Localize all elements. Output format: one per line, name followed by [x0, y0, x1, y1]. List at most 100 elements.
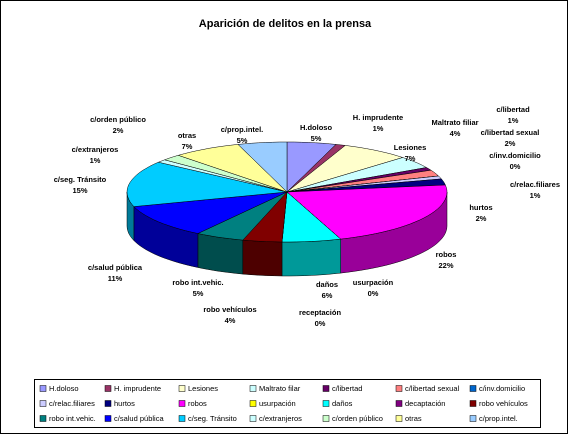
pie-slice — [286, 184, 448, 240]
legend-swatch — [322, 385, 330, 392]
data-label-value: 5% — [311, 134, 322, 143]
legend-label: c/inv.domicilio — [479, 384, 525, 393]
data-label-value: 1% — [90, 156, 101, 165]
data-label-name: c/libertad — [496, 105, 530, 114]
data-label-name: Maltrato filiar — [431, 118, 478, 127]
data-label-name: c/salud pública — [88, 263, 143, 272]
pie-slice — [286, 157, 428, 193]
legend-swatch — [395, 400, 403, 407]
legend-label: H. imprudente — [114, 384, 161, 393]
data-label-value: 4% — [225, 316, 236, 325]
legend-swatch — [178, 415, 186, 422]
data-label-value: 2% — [476, 214, 487, 223]
data-label-value: 0% — [510, 162, 521, 171]
pie-slice — [126, 161, 288, 207]
legend-box — [34, 379, 541, 428]
legend-label: Lesiones — [188, 384, 218, 393]
data-label-name: c/relac.filiares — [510, 180, 560, 189]
legend-label: c/relac.filiares — [49, 399, 95, 408]
data-label-name: c/extranjeros — [72, 145, 119, 154]
legend-label: Maltrato filar — [259, 384, 301, 393]
data-label-value: 7% — [182, 142, 193, 151]
legend-label: usurpación — [259, 399, 296, 408]
legend-label: c/libertad sexual — [405, 384, 460, 393]
data-label-name: H.doloso — [300, 123, 332, 132]
data-label-name: hurtos — [469, 203, 492, 212]
data-label-value: 6% — [322, 291, 333, 300]
legend-swatch — [469, 415, 477, 422]
data-label-value: 2% — [113, 126, 124, 135]
legend-label: c/prop.intel. — [479, 414, 518, 423]
legend-swatch — [469, 400, 477, 407]
pie-slice — [237, 141, 288, 193]
data-label-value: 0% — [315, 319, 326, 328]
data-label-value: 7% — [405, 154, 416, 163]
data-label-name: Lesiones — [394, 143, 427, 152]
data-label-value: 5% — [237, 136, 248, 145]
data-label-name: c/seg. Tránsito — [54, 175, 107, 184]
data-label-value: 0% — [368, 289, 379, 298]
data-label-name: c/orden público — [90, 115, 146, 124]
legend-label: otras — [405, 414, 422, 423]
legend-swatch — [249, 400, 257, 407]
data-label-value: 2% — [505, 139, 516, 148]
data-label-value: 1% — [530, 191, 541, 200]
data-label-value: 4% — [450, 129, 461, 138]
legend-label: c/orden público — [332, 414, 383, 423]
pie-slice — [177, 144, 288, 193]
legend-label: robos — [188, 399, 207, 408]
legend-swatch — [178, 385, 186, 392]
legend-label: c/extranjeros — [259, 414, 302, 423]
pie-slice-side — [281, 238, 341, 277]
legend-swatch — [322, 400, 330, 407]
pie-slice — [286, 141, 337, 193]
legend-label: daños — [332, 399, 353, 408]
legend-swatch — [104, 400, 112, 407]
pie-slice — [133, 191, 288, 234]
legend-label: decaptación — [405, 399, 445, 408]
legend-swatch — [104, 415, 112, 422]
data-label-value: 22% — [438, 261, 453, 270]
legend-swatch — [322, 415, 330, 422]
legend-label: c/salud pública — [114, 414, 164, 423]
data-label-name: robo int.vehic. — [172, 278, 223, 287]
legend-label: c/libertad — [332, 384, 362, 393]
legend-label: robo int.vehic. — [49, 414, 96, 423]
data-label-name: usurpación — [353, 278, 394, 287]
data-label-name: daños — [316, 280, 338, 289]
legend-swatch — [39, 415, 47, 422]
legend-label: H.doloso — [49, 384, 79, 393]
legend-swatch — [178, 400, 186, 407]
legend-swatch — [395, 385, 403, 392]
pie-slice — [286, 145, 404, 193]
pie-slice — [242, 191, 288, 243]
pie-slice-side — [242, 239, 283, 277]
legend-swatch — [469, 385, 477, 392]
data-label-name: robos — [436, 250, 457, 259]
data-label-value: 5% — [193, 289, 204, 298]
data-label-name: otras — [178, 131, 196, 140]
data-label-name: c/libertad sexual — [481, 128, 540, 137]
data-label-value: 1% — [508, 116, 519, 125]
legend-label: c/seg. Tránsito — [188, 414, 237, 423]
data-label-name: H. imprudente — [353, 113, 403, 122]
data-label-name: receptación — [299, 308, 342, 317]
legend-label: robo vehículos — [479, 399, 528, 408]
legend-swatch — [249, 385, 257, 392]
legend-swatch — [249, 415, 257, 422]
data-label-name: c/inv.domicilio — [489, 151, 541, 160]
chart-title: Aparición de delitos en la prensa — [199, 18, 372, 30]
data-label-name: c/prop.intel. — [221, 125, 264, 134]
pie-slice — [197, 191, 288, 241]
legend-label: hurtos — [114, 399, 135, 408]
data-label-value: 15% — [72, 186, 87, 195]
legend-swatch — [104, 385, 112, 392]
legend-swatch — [395, 415, 403, 422]
legend-swatch — [39, 385, 47, 392]
data-label-value: 11% — [108, 274, 123, 283]
pie-slice — [281, 191, 342, 243]
data-label-value: 1% — [373, 124, 384, 133]
data-label-name: robo vehículos — [203, 305, 256, 314]
legend-swatch — [39, 400, 47, 407]
